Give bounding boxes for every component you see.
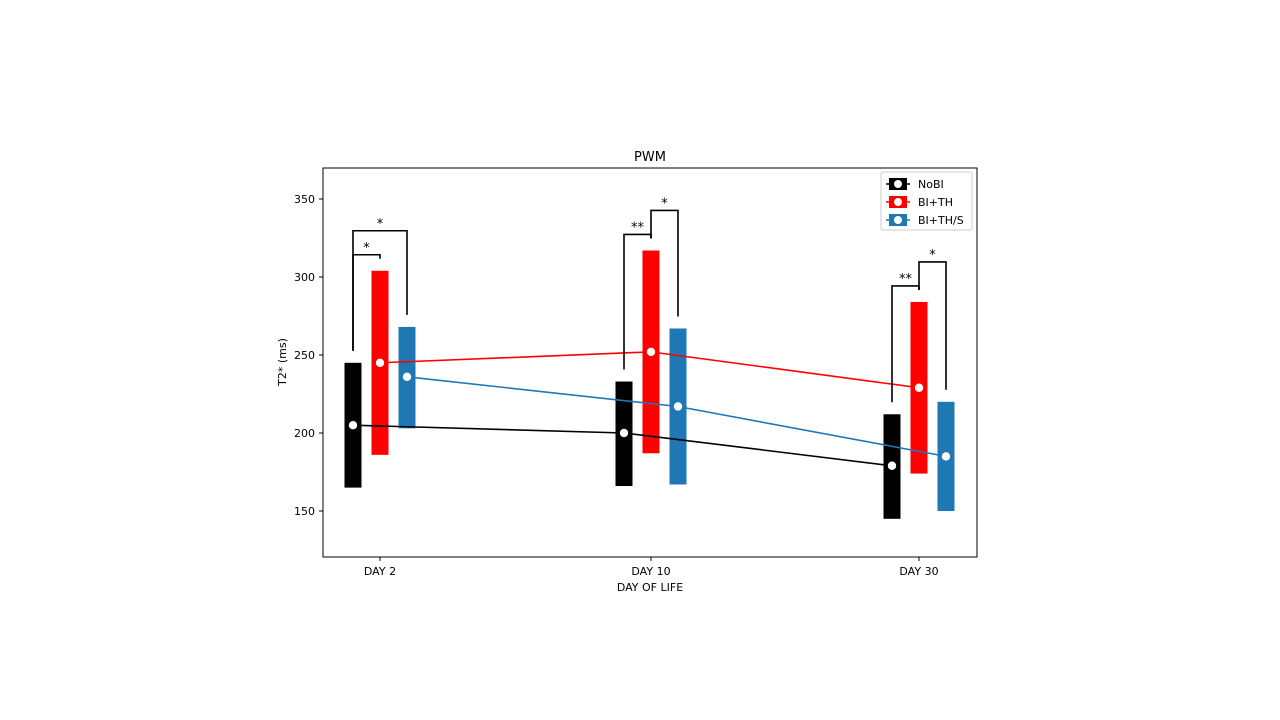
mean-point [887, 461, 897, 470]
significance-label: * [661, 196, 668, 211]
significance-brackets: ** ****** [352, 196, 947, 403]
y-tick-label: 200 [294, 427, 315, 440]
significance-label: * [929, 248, 936, 263]
significance-label: * [363, 241, 370, 256]
significance-label: ** [899, 272, 913, 287]
x-axis-label: DAY OF LIFE [617, 581, 683, 594]
significance-bracket [650, 209, 679, 317]
significance-bracket [352, 229, 408, 351]
chart-title: PWM [634, 150, 666, 165]
legend: NoBI BI+TH BI+TH/S [880, 171, 973, 231]
legend-label: BI+TH/S [918, 214, 964, 227]
legend-marker [894, 216, 902, 224]
x-tick-label: DAY 10 [631, 565, 670, 578]
mean-point [348, 421, 358, 430]
y-tick-label: 300 [294, 271, 315, 284]
mean-point [914, 383, 924, 392]
y-tick-label: 150 [294, 505, 315, 518]
significance-label: * [377, 217, 384, 232]
y-axis: 150 200 250 300 350 [294, 193, 323, 518]
x-tick-label: DAY 2 [364, 565, 396, 578]
significance-bracket [918, 261, 947, 390]
mean-points [348, 347, 951, 470]
legend-label: NoBI [918, 178, 944, 191]
legend-marker [894, 198, 902, 206]
x-tick-label: DAY 30 [899, 565, 938, 578]
mean-point [619, 428, 629, 438]
y-tick-label: 250 [294, 349, 315, 362]
y-axis-label: T2* (ms) [276, 338, 289, 387]
mean-point [941, 452, 951, 461]
mean-point [375, 358, 385, 367]
mean-point [402, 372, 412, 382]
mean-point [646, 347, 656, 357]
x-axis: DAY 2 DAY 10 DAY 30 [364, 557, 939, 578]
mean-point [673, 402, 683, 411]
legend-label: BI+TH [918, 196, 953, 209]
legend-marker [894, 180, 902, 188]
significance-label: ** [631, 220, 645, 235]
y-tick-label: 350 [294, 193, 315, 206]
